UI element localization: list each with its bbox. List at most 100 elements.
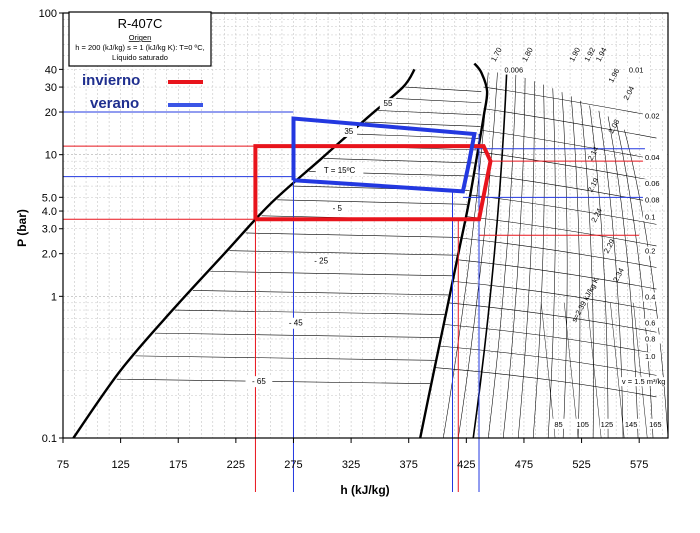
volume-label: 0.006 bbox=[504, 66, 523, 75]
isotherm-label: - 25 bbox=[314, 257, 328, 266]
isochore-line bbox=[483, 86, 657, 117]
isochore-line bbox=[448, 302, 657, 333]
isentrope-line bbox=[532, 84, 545, 439]
cycle-invierno bbox=[253, 144, 493, 222]
volume-label: 0.4 bbox=[645, 292, 655, 301]
isentrope-line bbox=[589, 105, 609, 439]
isochore-line bbox=[477, 151, 657, 182]
volume-label-bg bbox=[642, 318, 661, 328]
isentrope-line bbox=[570, 96, 581, 439]
x-tick-label: 275 bbox=[284, 459, 302, 471]
volume-label-bg bbox=[642, 292, 661, 302]
x-tick-label: 225 bbox=[227, 459, 245, 471]
axis-ticks: 75 125 175 225 275 325 375 425 475 525 575 100 40 30 2… bbox=[39, 8, 649, 471]
isentrope-line bbox=[472, 72, 508, 439]
volume-label: v = 1.5 m³/kg bbox=[622, 377, 666, 386]
x-tick-label: 525 bbox=[572, 459, 590, 471]
volume-label-bg bbox=[642, 111, 666, 121]
isotherm-line bbox=[323, 158, 475, 164]
bottom-temperature-label: 105 bbox=[576, 420, 589, 429]
plot-frame bbox=[62, 12, 669, 439]
isotherm-vapor-line bbox=[564, 302, 579, 439]
cycle-lines bbox=[63, 111, 645, 492]
volume-label-bg bbox=[642, 152, 666, 162]
volume-label-bg bbox=[642, 246, 661, 256]
volume-label: 0.01 bbox=[629, 66, 644, 75]
volume-label: 0.02 bbox=[645, 112, 660, 121]
isotherm-label: - 5 bbox=[333, 204, 343, 213]
isochore-line bbox=[483, 108, 657, 139]
isochore-line bbox=[439, 345, 657, 376]
x-axis-title: h (kJ/kg) bbox=[340, 483, 389, 497]
volume-label: 0.8 bbox=[645, 334, 655, 343]
x-tick-label: 175 bbox=[169, 459, 187, 471]
isotherm-line bbox=[229, 250, 457, 256]
y-tick-label: 40 bbox=[45, 64, 57, 76]
legend-label-verano: verano bbox=[90, 95, 139, 112]
y-axis-title: P (bar) bbox=[15, 209, 29, 247]
isotherm-vapor-line bbox=[610, 302, 625, 439]
isentrope-line bbox=[457, 72, 498, 439]
isochore-line bbox=[452, 280, 657, 311]
isotherm-label-bg bbox=[340, 125, 357, 137]
bottom-temperature-label: 85 bbox=[554, 420, 562, 429]
saturation-dome bbox=[72, 62, 489, 439]
volume-label: 1.0 bbox=[645, 352, 655, 361]
volume-label-bg bbox=[642, 179, 666, 189]
isotherm-label-bg bbox=[245, 376, 273, 388]
saturated-liquid-curve bbox=[72, 68, 416, 439]
origin-heading: Origen bbox=[129, 33, 152, 42]
y-tick-label: 1 bbox=[51, 291, 57, 303]
isochore-line bbox=[443, 324, 657, 355]
isotherm-label: - 45 bbox=[289, 319, 303, 328]
isotherm-label: 55 bbox=[384, 99, 393, 108]
volume-label: 0.06 bbox=[645, 179, 660, 188]
y-tick-label: 0.1 bbox=[42, 433, 57, 445]
isotherm-line bbox=[378, 110, 482, 116]
x-tick-label: 375 bbox=[400, 459, 418, 471]
plot-border bbox=[62, 12, 669, 439]
bottom-temperature-bg bbox=[624, 418, 639, 429]
isentrope-line bbox=[580, 100, 594, 439]
volume-label: 0.2 bbox=[645, 247, 655, 256]
grid bbox=[62, 13, 668, 439]
volume-label: 0.04 bbox=[645, 153, 660, 162]
isotherm-label-bg bbox=[326, 203, 349, 215]
isotherm-label-bg bbox=[315, 165, 364, 177]
volume-label-bg bbox=[626, 65, 650, 75]
isentrope-line bbox=[502, 77, 526, 439]
x-tick-label: 425 bbox=[457, 459, 475, 471]
isochore-line bbox=[465, 216, 657, 247]
cycle-verano bbox=[291, 116, 477, 194]
isentrope-line bbox=[547, 88, 556, 439]
isotherm-label-bg bbox=[379, 98, 397, 110]
volume-label-bg bbox=[642, 334, 661, 344]
x-tick-label: 125 bbox=[111, 459, 129, 471]
volume-label-bg bbox=[502, 65, 530, 75]
volume-label-bg bbox=[642, 352, 661, 362]
isotherm-line bbox=[192, 290, 449, 296]
isotherm-label-bg bbox=[282, 317, 310, 329]
isentrope-line bbox=[561, 92, 568, 439]
title-box: R-407C Origen h = 200 (kJ/kg) s = 1 (kJ/… bbox=[68, 11, 212, 67]
y-tick-label: 3.0 bbox=[42, 224, 57, 236]
x-tick-label: 325 bbox=[342, 459, 360, 471]
isotherm-vapor-line bbox=[633, 302, 648, 439]
isotherm-line bbox=[351, 133, 479, 139]
bottom-temperature-bg bbox=[551, 418, 566, 429]
isochore-line bbox=[473, 173, 657, 204]
isotherm-label: T = 15ºC bbox=[324, 166, 356, 175]
bottom-temperature-label: 125 bbox=[601, 420, 614, 429]
isotherm-vapor-line bbox=[541, 302, 556, 439]
isotherm-line bbox=[392, 97, 482, 104]
origin-line-2: Líquido saturado bbox=[112, 53, 168, 62]
x-tick-label: 475 bbox=[515, 459, 533, 471]
legend: invierno verano bbox=[82, 72, 203, 112]
y-tick-label: 2.0 bbox=[42, 249, 57, 261]
superheat-lines bbox=[434, 72, 669, 439]
isochore-line bbox=[457, 259, 657, 290]
isotherm-line bbox=[174, 309, 445, 315]
bottom-temperature-bg bbox=[648, 418, 663, 429]
origin-line-1: h = 200 (kJ/kg) s = 1 (kJ/kg K): T=0 ºC, bbox=[75, 43, 205, 52]
